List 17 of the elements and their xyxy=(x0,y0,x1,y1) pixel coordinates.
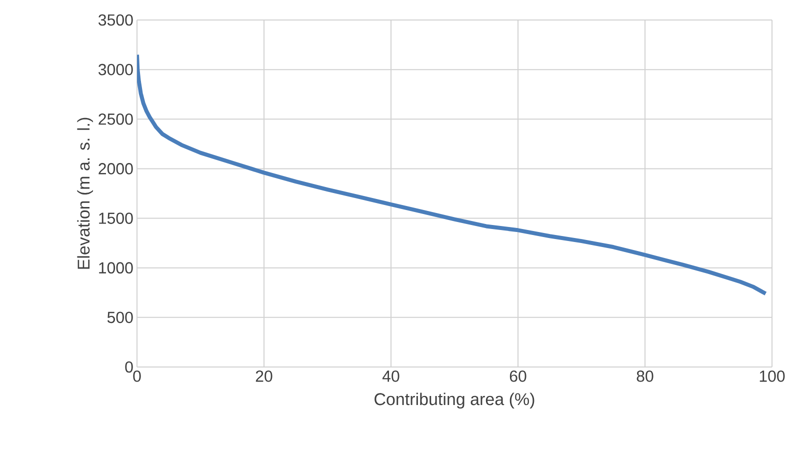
y-tick-label: 3500 xyxy=(98,14,133,26)
x-axis-title: Contributing area (%) xyxy=(374,392,534,409)
y-tick-label: 500 xyxy=(107,312,133,324)
line-series xyxy=(137,52,768,296)
y-tick-label: 0 xyxy=(125,361,133,373)
y-tick-label: 2500 xyxy=(98,113,133,125)
y-tick-label: 2000 xyxy=(98,163,133,174)
x-tick-label: 40 xyxy=(382,370,400,382)
y-tick-label: 1500 xyxy=(99,212,133,224)
y-tick-label: 3000 xyxy=(98,64,133,76)
x-tick-label: 60 xyxy=(510,370,526,382)
x-tick-label: 20 xyxy=(256,370,272,382)
x-tick-label: 0 xyxy=(133,370,141,382)
y-axis-title: Elevation (m a. s. l.) xyxy=(77,118,94,269)
x-tick-label: 100 xyxy=(760,370,785,382)
x-tick-label: 80 xyxy=(636,370,654,382)
y-tick-label: 1000 xyxy=(99,262,133,274)
